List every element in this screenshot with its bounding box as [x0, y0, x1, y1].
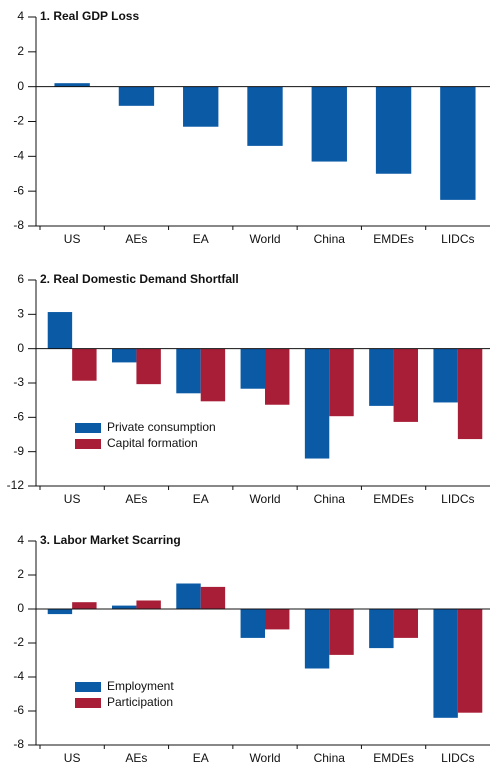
x-tick-label: LIDCs [441, 751, 474, 764]
y-tick-label: 4 [17, 533, 24, 547]
bar [200, 348, 226, 402]
bar [47, 312, 73, 349]
bar [240, 609, 265, 638]
bar [393, 348, 418, 422]
bar [393, 609, 418, 638]
x-tick-label: AEs [125, 232, 147, 246]
chart-title: 1. Real GDP Loss [40, 9, 139, 23]
bar [304, 609, 330, 669]
y-tick-label: -6 [13, 183, 24, 197]
y-tick-label: -2 [13, 114, 24, 128]
bar [176, 583, 201, 609]
y-tick-label: -6 [13, 410, 24, 424]
legend-swatch [75, 682, 101, 692]
bar [369, 348, 394, 406]
bar [457, 348, 483, 440]
legend-label: Employment [107, 679, 174, 693]
x-tick-label: EMDEs [373, 232, 414, 246]
y-tick-label: -8 [13, 218, 24, 232]
x-tick-label: US [64, 232, 81, 246]
x-tick-label: US [64, 492, 81, 506]
y-tick-label: 3 [17, 307, 24, 321]
y-tick-label: -8 [13, 737, 24, 751]
y-tick-label: -6 [13, 703, 24, 717]
chart-title: 3. Labor Market Scarring [40, 533, 181, 547]
y-tick-label: 2 [17, 44, 24, 58]
y-tick-label: 0 [17, 601, 24, 615]
y-tick-label: -2 [13, 635, 24, 649]
bar [457, 609, 483, 713]
y-tick-label: 0 [17, 341, 24, 355]
y-tick-label: -4 [13, 669, 24, 683]
x-tick-label: EA [193, 751, 209, 764]
bar [200, 586, 226, 609]
bar [433, 348, 458, 403]
legend-swatch [75, 698, 101, 708]
x-tick-label: LIDCs [441, 232, 474, 246]
bar [112, 605, 137, 609]
x-tick-label: World [249, 492, 280, 506]
legend-label: Private consumption [107, 420, 216, 434]
legend-label: Capital formation [107, 436, 198, 450]
y-tick-label: -4 [13, 149, 24, 163]
y-tick-label: 6 [17, 272, 24, 286]
bar [72, 348, 97, 381]
bar [136, 600, 161, 609]
x-tick-label: EMDEs [373, 751, 414, 764]
x-tick-label: US [64, 751, 81, 764]
bar [433, 609, 458, 718]
x-tick-label: World [249, 232, 280, 246]
x-tick-label: EA [193, 492, 209, 506]
x-tick-label: China [314, 492, 346, 506]
bar [311, 86, 347, 162]
bar [369, 609, 394, 649]
y-tick-label: 0 [17, 79, 24, 93]
x-tick-label: AEs [125, 492, 147, 506]
bar [329, 348, 354, 417]
y-tick-label: -3 [13, 375, 24, 389]
bar [54, 83, 90, 87]
bar [265, 348, 290, 405]
x-tick-label: LIDCs [441, 492, 474, 506]
bar [136, 348, 161, 385]
bar [118, 86, 155, 106]
y-tick-label: 2 [17, 567, 24, 581]
bar [329, 609, 354, 655]
x-tick-label: China [314, 751, 346, 764]
bar [72, 602, 97, 609]
x-tick-label: AEs [125, 751, 147, 764]
x-tick-label: EA [193, 232, 209, 246]
y-tick-label: 4 [17, 9, 24, 23]
x-tick-label: China [314, 232, 346, 246]
legend-label: Participation [107, 695, 173, 709]
bar [183, 86, 219, 127]
bar [375, 86, 412, 174]
y-tick-label: -9 [13, 444, 24, 458]
legend-swatch [75, 439, 101, 449]
bar [304, 348, 330, 459]
y-tick-label: -12 [7, 478, 25, 492]
bar [112, 348, 137, 363]
legend-swatch [75, 423, 101, 433]
x-tick-label: EMDEs [373, 492, 414, 506]
bar [176, 348, 201, 394]
bar [440, 86, 476, 200]
bar [47, 609, 73, 615]
x-tick-label: World [249, 751, 280, 764]
bar [240, 348, 265, 389]
chart-title: 2. Real Domestic Demand Shortfall [40, 272, 239, 286]
bar [265, 609, 290, 630]
bar [247, 86, 283, 146]
